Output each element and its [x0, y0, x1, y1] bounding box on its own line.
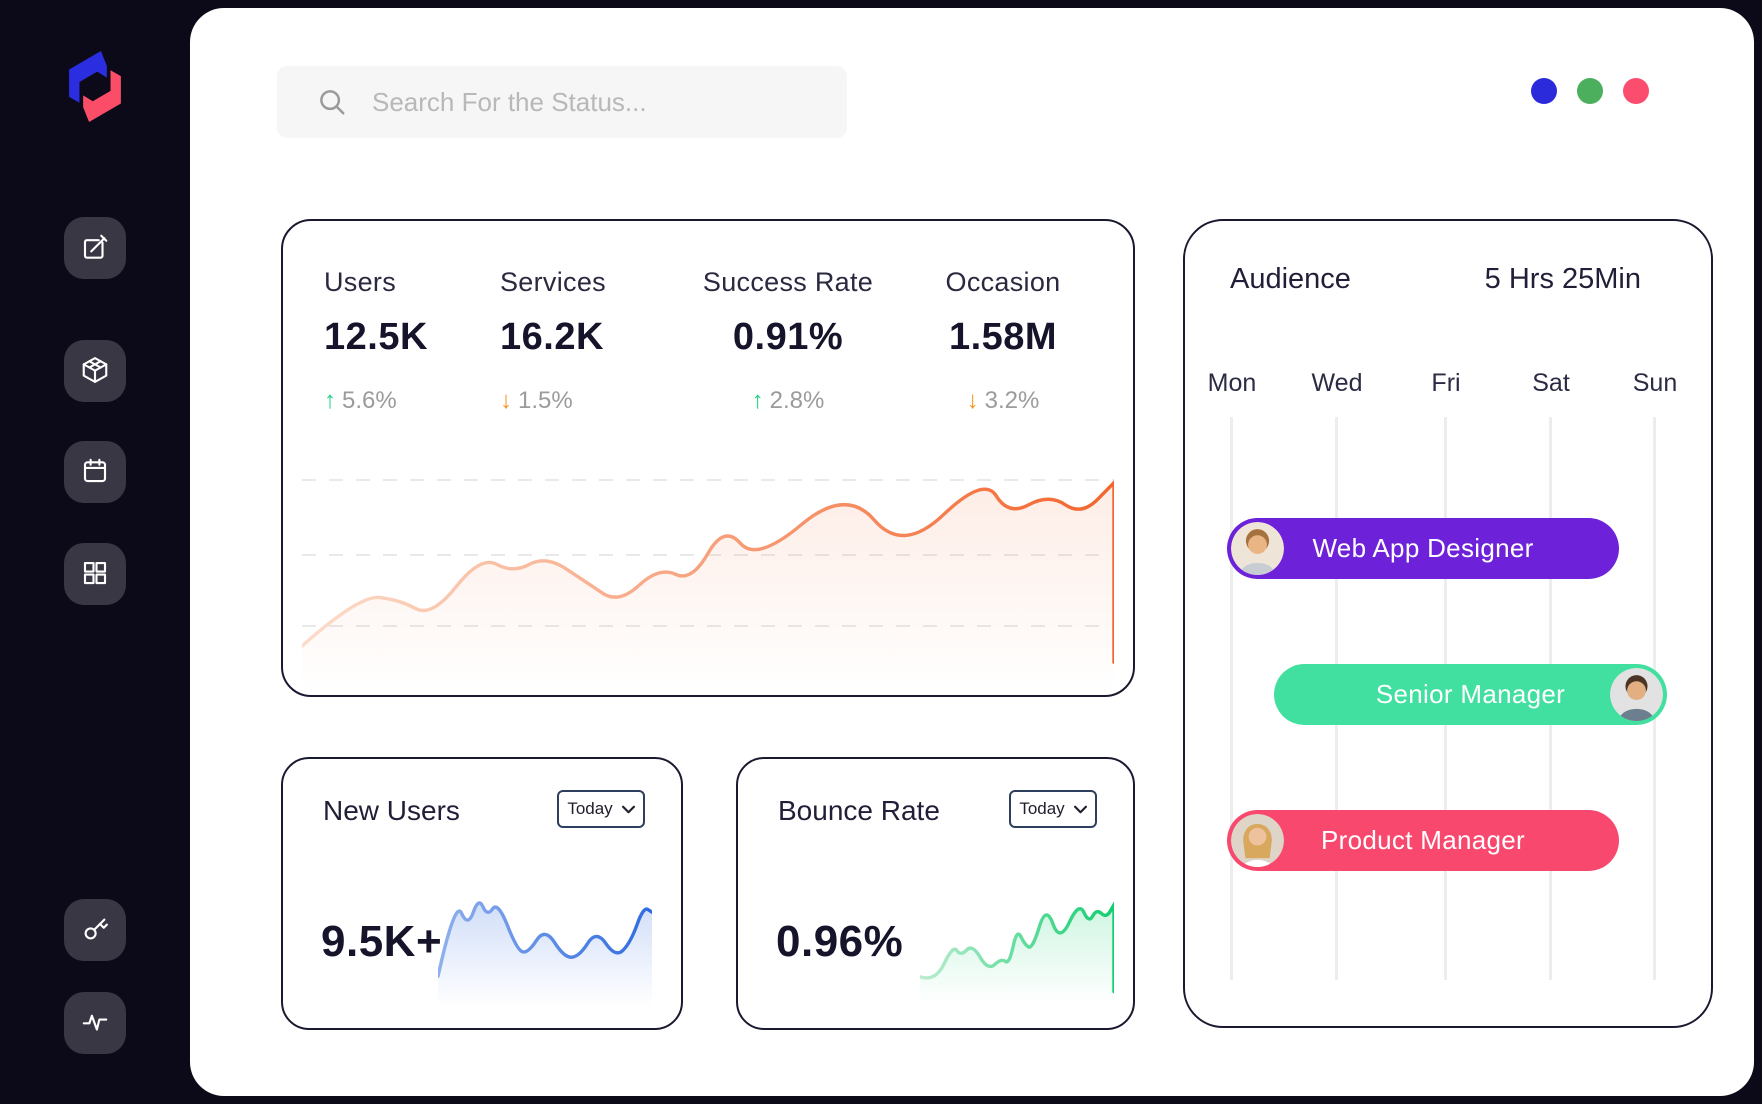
- calendar-icon: [80, 456, 110, 489]
- avatar: [1610, 668, 1663, 721]
- sidebar: [0, 0, 190, 1104]
- chevron-down-icon: [621, 805, 635, 813]
- app-logo: [58, 48, 132, 124]
- grid-icon: [80, 558, 110, 591]
- metric-value: 12.5K: [324, 316, 428, 358]
- sidebar-item-access[interactable]: [64, 899, 126, 961]
- metric-value: 0.91%: [732, 316, 844, 358]
- new-users-chart: [438, 889, 652, 1007]
- cube-icon: [80, 355, 110, 388]
- bounce-rate-chart: [920, 893, 1114, 1005]
- search-input[interactable]: [372, 66, 832, 138]
- bounce-rate-range-select[interactable]: Today: [1009, 790, 1097, 828]
- metric-delta-value: 3.2%: [984, 387, 1040, 414]
- activity-icon: [80, 1007, 110, 1040]
- search-icon: [320, 90, 345, 115]
- range-label: Today: [567, 799, 613, 818]
- main-panel: Users 12.5K ↑5.6% Services 16.2K ↓1.5% S…: [190, 8, 1754, 1096]
- sidebar-item-apps[interactable]: [64, 543, 126, 605]
- metric-delta: ↓ 1.5%: [500, 387, 606, 415]
- day-label-fri: Fri: [1431, 369, 1461, 397]
- key-icon: [80, 914, 110, 947]
- window-dot-pink[interactable]: [1623, 78, 1649, 104]
- metric-label: Services: [500, 267, 606, 297]
- metric-label: Success Rate: [702, 267, 874, 297]
- day-label-wed: Wed: [1311, 369, 1363, 397]
- day-label-sun: Sun: [1632, 369, 1678, 397]
- role-pill-web-app-designer[interactable]: Web App Designer: [1227, 518, 1619, 579]
- metric-delta-value: 5.6%: [342, 387, 397, 414]
- card-title: New Users: [323, 795, 460, 826]
- search-bar: [277, 66, 847, 138]
- metric-delta: ↑ 5.6%: [324, 387, 428, 415]
- day-label-sat: Sat: [1532, 369, 1570, 397]
- card-title: Bounce Rate: [778, 795, 940, 826]
- metric-occasion: Occasion 1.58M ↓ 3.2%: [918, 267, 1088, 415]
- metric-success-rate: Success Rate 0.91% ↑ 2.8%: [683, 267, 893, 415]
- role-label: Product Manager: [1321, 825, 1525, 855]
- metric-value: 16.2K: [500, 316, 604, 358]
- role-label: Web App Designer: [1312, 533, 1534, 563]
- new-users-card: New Users Today 9.5K+: [281, 757, 683, 1030]
- traffic-area-chart: [302, 451, 1114, 691]
- window-dot-blue[interactable]: [1531, 78, 1557, 104]
- logo-pink-shape: [83, 70, 121, 122]
- metric-delta: ↑ 2.8%: [683, 387, 893, 415]
- chevron-down-icon: [1073, 805, 1087, 813]
- avatar: [1231, 814, 1284, 867]
- sidebar-item-modules[interactable]: [64, 340, 126, 402]
- day-label-mon: Mon: [1207, 369, 1257, 397]
- metric-label: Users: [324, 267, 397, 297]
- trend-down-icon: ↓: [966, 387, 979, 414]
- bounce-rate-value: 0.96%: [776, 917, 904, 966]
- sidebar-item-activity[interactable]: [64, 992, 126, 1054]
- day-gridline: [1230, 417, 1233, 980]
- window-controls: [1531, 78, 1649, 104]
- sidebar-item-calendar[interactable]: [64, 441, 126, 503]
- metric-value: 1.58M: [948, 316, 1058, 358]
- audience-duration: 5 Hrs 25Min: [1484, 263, 1641, 295]
- range-label: Today: [1019, 799, 1065, 818]
- traffic-stats-card: Users 12.5K ↑ 5.6% Services 16.2K ↓ 1.5% S…: [281, 219, 1135, 697]
- trend-up-icon: ↑: [751, 387, 764, 414]
- audience-card: Audience 5 Hrs 25Min Mon Wed Fri Sat Sun: [1183, 219, 1713, 1028]
- audience-title: Audience: [1230, 263, 1351, 295]
- logo-blue-shape: [69, 50, 107, 103]
- new-users-range-select[interactable]: Today: [557, 790, 645, 828]
- metric-delta: ↓ 3.2%: [918, 387, 1088, 415]
- trend-down-icon: ↓: [500, 387, 512, 414]
- gridline: [302, 479, 1114, 481]
- bounce-rate-card: Bounce Rate Today 0.96%: [736, 757, 1135, 1030]
- metric-services: Services 16.2K ↓ 1.5%: [500, 267, 606, 415]
- metric-users: Users 12.5K ↑ 5.6%: [324, 267, 428, 415]
- avatar: [1231, 522, 1284, 575]
- trend-up-icon: ↑: [324, 387, 336, 414]
- window-dot-green[interactable]: [1577, 78, 1603, 104]
- edit-icon: [80, 232, 110, 265]
- role-pill-senior-manager[interactable]: Senior Manager: [1274, 664, 1667, 725]
- metric-label: Occasion: [945, 267, 1061, 297]
- role-pill-product-manager[interactable]: Product Manager: [1227, 810, 1619, 871]
- metric-delta-value: 1.5%: [518, 387, 573, 414]
- sidebar-item-edit[interactable]: [64, 217, 126, 279]
- role-label: Senior Manager: [1375, 679, 1566, 709]
- metric-delta-value: 2.8%: [769, 387, 825, 414]
- new-users-value: 9.5K+: [321, 917, 443, 966]
